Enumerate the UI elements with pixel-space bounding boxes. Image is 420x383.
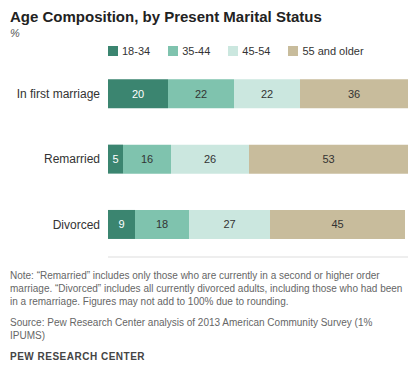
html-text:18-34: 18-34	[122, 45, 151, 57]
svg-text:18: 18	[156, 218, 168, 230]
html-text:Source: Pew Research Center an: Source: Pew Research Center analysis of …	[10, 317, 373, 341]
html-text:55 and older: 55 and older	[302, 45, 364, 57]
svg-text:16: 16	[141, 153, 153, 165]
svg-text:In first marriage: In first marriage	[17, 87, 101, 101]
svg-text:Remarried: Remarried	[44, 152, 100, 166]
svg-text:22: 22	[195, 88, 207, 100]
svg-text:36: 36	[348, 88, 360, 100]
html-text:PEW RESEARCH CENTER: PEW RESEARCH CENTER	[10, 351, 146, 362]
svg-text:26: 26	[204, 153, 216, 165]
svg-text:9: 9	[118, 218, 124, 230]
html-text:Age Composition, by Present Ma: Age Composition, by Present Marital Stat…	[10, 8, 322, 25]
svg-text:Divorced: Divorced	[53, 218, 100, 232]
svg-text:22: 22	[261, 88, 273, 100]
html-text:45-54: 45-54	[242, 45, 271, 57]
html-text:Note: “Remarried” includes onl: Note: “Remarried” includes only those wh…	[10, 270, 403, 307]
svg-text:45: 45	[331, 218, 343, 230]
html-text:35-44: 35-44	[182, 45, 211, 57]
svg-text:5: 5	[112, 153, 118, 165]
svg-text:20: 20	[132, 88, 144, 100]
svg-text:53: 53	[322, 153, 334, 165]
svg-text:27: 27	[223, 218, 235, 230]
